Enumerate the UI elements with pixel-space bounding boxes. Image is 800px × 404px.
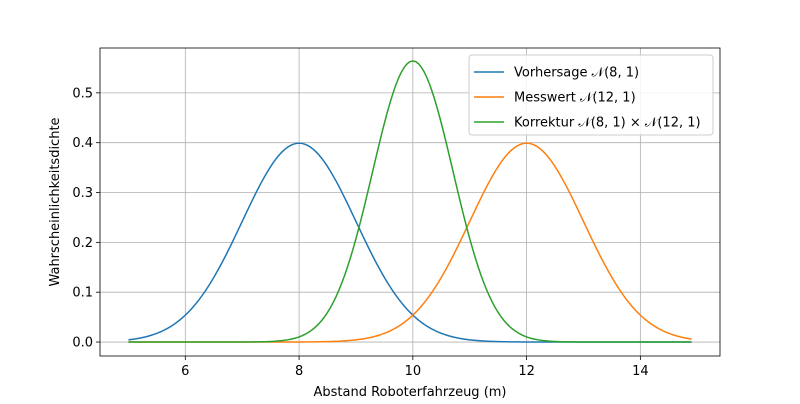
legend-label-2: Messwert 𝒩(12, 1): [514, 91, 636, 106]
legend-box: [468, 54, 714, 136]
series-lines: [128, 60, 692, 343]
y-tick-label: 0.0: [72, 336, 93, 351]
y-tick-label: 0.5: [72, 86, 93, 101]
y-tick-label: 0.3: [72, 186, 93, 201]
legend-label-3: Korrektur 𝒩(8, 1) × 𝒩(12, 1): [514, 116, 701, 131]
ticks: 6 8 10 12 14 0.0 0.1 0.2 0.3 0.4 0.5: [72, 86, 648, 379]
x-tick-label: 10: [405, 364, 422, 379]
x-tick-label: 12: [518, 364, 535, 379]
y-tick-label: 0.2: [72, 236, 93, 251]
x-tick-label: 6: [181, 364, 189, 379]
y-axis-label: Wahrscheinlichkeitsdichte: [48, 117, 63, 286]
x-axis-label: Abstand Roboterfahrzeug (m): [313, 385, 506, 400]
y-tick-label: 0.1: [72, 286, 93, 301]
x-tick-label: 14: [632, 364, 649, 379]
x-tick-label: 8: [295, 364, 303, 379]
series-line-3: [128, 60, 692, 343]
legend: Vorhersage 𝒩(8, 1) Messwert 𝒩(12, 1) Korre…: [468, 54, 714, 136]
legend-label-1: Vorhersage 𝒩(8, 1): [514, 66, 639, 81]
y-tick-label: 0.4: [72, 136, 93, 151]
plot-frame: [99, 47, 721, 357]
